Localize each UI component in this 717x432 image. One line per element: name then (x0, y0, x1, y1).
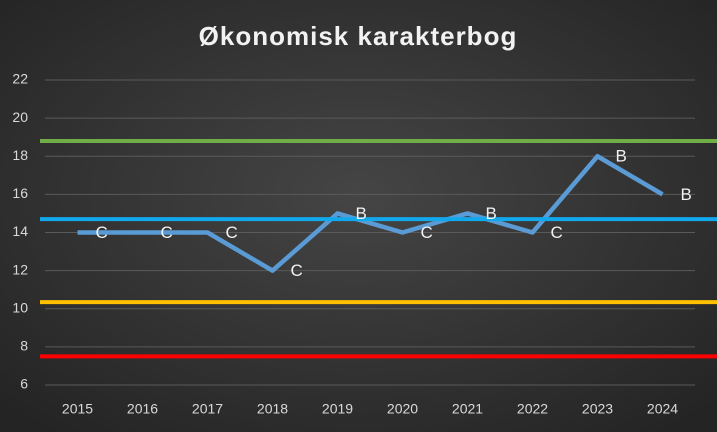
y-tick-label: 10 (12, 299, 28, 315)
y-tick-label: 8 (20, 338, 28, 354)
y-tick-label: 22 (12, 71, 28, 87)
y-tick-label: 18 (12, 147, 28, 163)
x-tick-label: 2020 (387, 401, 418, 417)
y-tick-label: 14 (12, 223, 28, 239)
data-label: C (551, 223, 563, 242)
x-tick-label: 2021 (452, 401, 483, 417)
x-tick-label: 2017 (192, 401, 223, 417)
x-tick-label: 2018 (257, 401, 288, 417)
data-label: B (356, 204, 367, 223)
data-label: C (291, 261, 303, 280)
x-tick-label: 2022 (517, 401, 548, 417)
y-tick-label: 16 (12, 185, 28, 201)
data-label: C (161, 223, 173, 242)
data-label: C (96, 223, 108, 242)
data-label: B (681, 185, 692, 204)
data-label: C (421, 223, 433, 242)
x-tick-label: 2019 (322, 401, 353, 417)
x-tick-label: 2016 (127, 401, 158, 417)
y-tick-label: 6 (20, 376, 28, 392)
series-line (77, 154, 664, 273)
x-tick-label: 2023 (582, 401, 613, 417)
data-label: B (486, 204, 497, 223)
chart-title: Økonomisk karakterbog (199, 21, 518, 51)
data-label: B (616, 147, 627, 166)
data-label: C (226, 223, 238, 242)
y-tick-label: 20 (12, 109, 28, 125)
x-tick-label: 2015 (62, 401, 93, 417)
x-tick-label: 2024 (647, 401, 678, 417)
y-tick-label: 12 (12, 261, 28, 277)
